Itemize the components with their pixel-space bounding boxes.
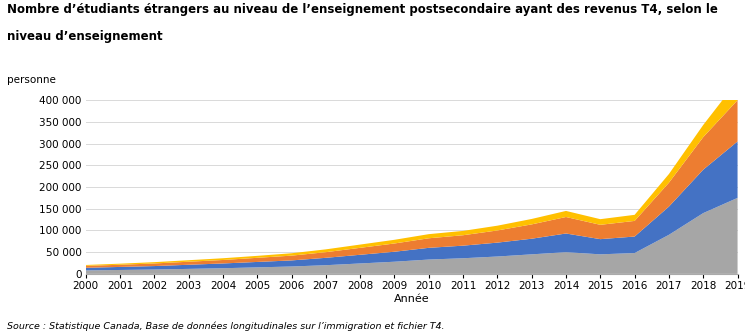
Text: Nombre d’étudiants étrangers au niveau de l’enseignement postsecondaire ayant de: Nombre d’étudiants étrangers au niveau d… xyxy=(7,3,718,16)
Text: niveau d’enseignement: niveau d’enseignement xyxy=(7,30,163,43)
Text: Source : Statistique Canada, Base de données longitudinales sur l’immigration et: Source : Statistique Canada, Base de don… xyxy=(7,321,445,331)
X-axis label: Année: Année xyxy=(394,294,429,304)
Legend: Études postsecondaires non universitaires, Premier cycle (baccalauréat), Deuxièm: Études postsecondaires non universitaire… xyxy=(99,331,724,334)
Text: personne: personne xyxy=(7,75,57,85)
